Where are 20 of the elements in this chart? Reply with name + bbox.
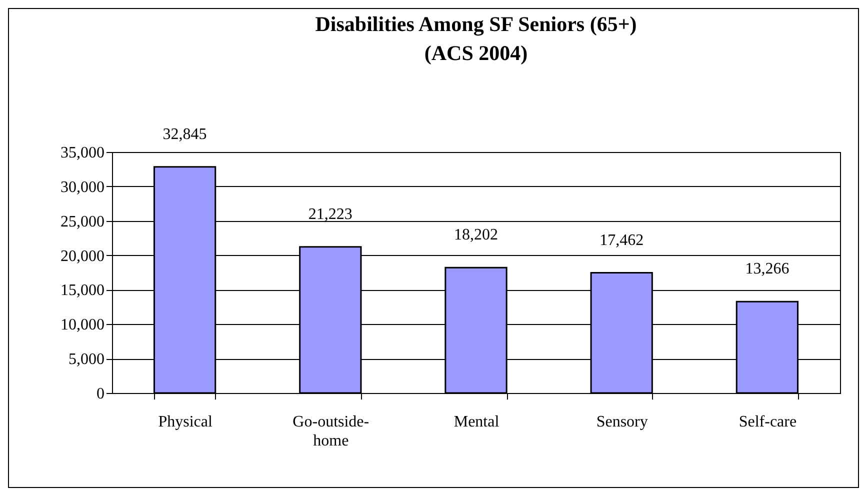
y-tick-label: 10,000 bbox=[60, 316, 104, 334]
x-tick-label: Physical bbox=[158, 414, 213, 430]
y-tick-label: 30,000 bbox=[60, 178, 104, 196]
x-tick-label: Sensory bbox=[596, 414, 648, 430]
y-tick-label: 5,000 bbox=[68, 351, 104, 368]
y-tick-label: 20,000 bbox=[60, 248, 104, 265]
y-tick-label: 25,000 bbox=[60, 213, 104, 230]
x-tick-label: Mental bbox=[454, 414, 500, 430]
chart-title: Disabilities Among SF Seniors (65+) bbox=[315, 12, 637, 36]
y-tick-label: 0 bbox=[96, 386, 104, 402]
data-label: 21,223 bbox=[308, 206, 352, 223]
data-label: 18,202 bbox=[454, 226, 498, 244]
data-label: 32,845 bbox=[162, 126, 207, 143]
y-tick-label: 35,000 bbox=[60, 144, 104, 162]
x-tick-label: Go-outside-home bbox=[292, 414, 370, 450]
data-label: 17,462 bbox=[600, 232, 644, 249]
y-tick-label: 15,000 bbox=[60, 282, 104, 300]
data-label: 13,266 bbox=[745, 260, 790, 278]
chart-subtitle: (ACS 2004) bbox=[424, 40, 528, 65]
x-tick-label: Self-care bbox=[738, 414, 797, 430]
